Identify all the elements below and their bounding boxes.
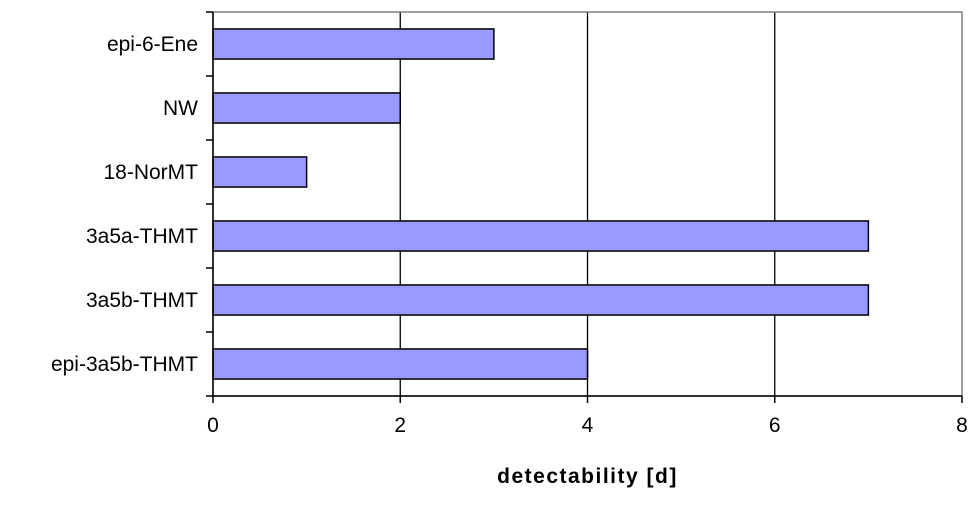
bars [212,28,870,380]
category-label: 3a5a-THMT [86,225,198,248]
category-label: epi-3a5b-THMT [51,353,198,376]
x-tick-label: 4 [582,414,594,437]
bar-epi-3a5b-THMT [212,348,589,380]
bar-NW [212,92,401,124]
x-tick-labels: 0 2 4 6 8 [207,414,968,437]
bar-18-NorMT [212,156,308,188]
x-tick-label: 0 [207,414,219,437]
category-label: 18-NorMT [103,161,198,184]
x-tick-label: 2 [394,414,406,437]
category-label: NW [163,97,198,120]
bar-3a5b-THMT [212,284,870,316]
x-tick-label: 8 [956,414,968,437]
category-label: epi-6-Ene [107,33,198,56]
axes [206,11,963,403]
x-tick-label: 6 [769,414,781,437]
bar-3a5a-THMT [212,220,870,252]
category-labels: epi-6-Ene NW 18-NorMT 3a5a-THMT 3a5b-THMT epi… [51,33,198,376]
gridlines [399,12,776,396]
category-label: 3a5b-THMT [86,289,198,312]
bar-epi-6-Ene [212,28,495,60]
x-axis-title: detectability [d] [497,465,678,488]
